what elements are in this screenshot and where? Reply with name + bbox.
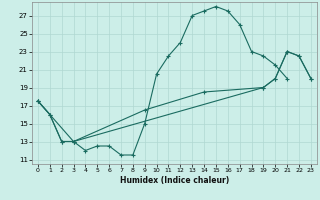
X-axis label: Humidex (Indice chaleur): Humidex (Indice chaleur) — [120, 176, 229, 185]
